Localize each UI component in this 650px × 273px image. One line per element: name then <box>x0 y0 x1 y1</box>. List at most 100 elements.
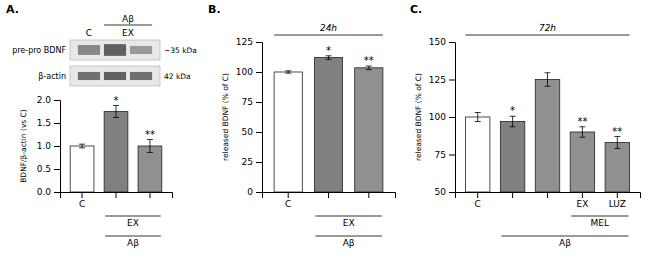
panel: B.0255075100125Creleased BDNF (% of C)**… <box>208 3 396 248</box>
x-tick: C <box>475 192 481 209</box>
bar <box>500 122 524 193</box>
group-bracket <box>501 236 628 237</box>
x-tick-label: EX <box>576 199 588 209</box>
significance-label: ** <box>577 116 587 127</box>
y-tick-mark <box>256 42 262 43</box>
y-tick: 0.5 <box>37 164 60 174</box>
group-label: EX <box>127 218 139 228</box>
y-tick-mark <box>256 132 262 133</box>
x-axis-line <box>456 193 641 199</box>
group-bracket <box>105 216 161 217</box>
panel: A.pre-pro BDNF~35 kDaβ-actin42 kDaCEXAβ0… <box>6 3 197 248</box>
y-tick-mark <box>256 162 262 163</box>
plot-marks <box>274 56 383 192</box>
subtitle-rule <box>274 35 383 36</box>
x-tick <box>368 192 369 198</box>
group-bracket <box>571 216 628 217</box>
x-tick-mark <box>116 192 117 198</box>
blot-size-label: ~35 kDa <box>164 46 197 55</box>
y-tick-label: 0 <box>247 187 253 197</box>
bar <box>535 80 559 193</box>
x-tick-mark <box>617 192 618 198</box>
group-bracket <box>315 216 382 217</box>
y-tick: 75 <box>435 150 455 160</box>
x-axis: C <box>263 192 396 209</box>
x-tick-mark <box>288 192 289 198</box>
significance-label: ** <box>145 129 155 140</box>
error-bar <box>366 66 372 70</box>
x-tick-label: C <box>285 199 291 209</box>
y-tick-label: 125 <box>429 75 446 85</box>
blot-size-label: 42 kDa <box>164 72 191 81</box>
y-tick: 0 <box>247 187 262 197</box>
y-tick: 1.0 <box>37 141 60 151</box>
y-tick: 75 <box>242 97 262 107</box>
group-label: EX <box>343 218 355 228</box>
significance-label: * <box>510 105 515 116</box>
group-label: MEL <box>591 218 609 228</box>
y-tick-label: 150 <box>429 37 446 47</box>
x-tick <box>149 192 150 198</box>
error-bar <box>579 127 585 138</box>
blot-band <box>78 72 100 80</box>
y-tick-mark <box>54 169 60 170</box>
x-tick: C <box>285 192 291 209</box>
error-bar <box>147 140 153 153</box>
x-axis-line <box>263 193 396 199</box>
x-tick <box>328 192 329 198</box>
blot-band <box>104 72 126 80</box>
chart-figure: A.pre-pro BDNF~35 kDaβ-actin42 kDaCEXAβ0… <box>0 0 650 273</box>
y-tick-label: 50 <box>242 127 254 137</box>
y-tick-label: 1.0 <box>37 141 52 151</box>
group-bracket <box>105 236 161 237</box>
y-tick-mark <box>54 123 60 124</box>
y-tick: 2.0 <box>37 95 60 105</box>
bar <box>605 143 629 193</box>
group-label: Aβ <box>343 238 355 248</box>
y-tick: 100 <box>429 112 455 122</box>
panel: C.5075100125150CEXLUZreleased BDNF (% of… <box>410 3 641 248</box>
y-tick-mark <box>449 192 455 193</box>
error-bar <box>326 56 332 60</box>
y-tick-mark <box>449 155 455 156</box>
significance-label: ** <box>612 126 622 137</box>
error-bar <box>113 106 119 118</box>
y-tick: 100 <box>236 67 262 77</box>
error-bar <box>79 144 85 148</box>
x-tick <box>547 192 548 198</box>
bar <box>274 72 302 192</box>
x-tick-label: LUZ <box>609 199 626 209</box>
significance-label: ** <box>364 55 374 66</box>
y-tick-label: 25 <box>242 157 253 167</box>
blot-bracket <box>104 25 152 26</box>
y-axis: 0 25 50 75 100 125 <box>236 37 263 197</box>
error-bar <box>475 113 481 122</box>
y-tick: 125 <box>236 37 262 47</box>
error-bar <box>545 73 551 87</box>
x-tick-mark <box>328 192 329 198</box>
blot-bracket-label: Aβ <box>122 14 134 24</box>
panel-subtitle: 72h <box>539 23 556 33</box>
error-bar <box>510 116 516 127</box>
y-tick-label: 2.0 <box>37 95 52 105</box>
x-tick-mark <box>582 192 583 198</box>
y-tick-mark <box>449 117 455 118</box>
blot-lane-label: C <box>86 28 92 38</box>
x-tick-mark <box>512 192 513 198</box>
y-tick: 50 <box>242 127 262 137</box>
significance-label: * <box>326 45 331 56</box>
y-axis-line <box>256 43 263 193</box>
x-tick <box>512 192 513 198</box>
blot-band <box>130 46 152 54</box>
y-tick: 0.0 <box>37 187 60 197</box>
bar <box>465 117 489 192</box>
plot-marks <box>70 106 162 192</box>
error-bar <box>285 71 291 73</box>
panel-subtitle: 24h <box>320 23 337 33</box>
blot-band <box>130 72 152 80</box>
bar <box>104 112 128 193</box>
y-tick-mark <box>449 80 455 81</box>
subtitle-rule <box>465 35 629 36</box>
y-tick-label: 0.0 <box>37 187 52 197</box>
panel-title: A. <box>6 3 19 16</box>
